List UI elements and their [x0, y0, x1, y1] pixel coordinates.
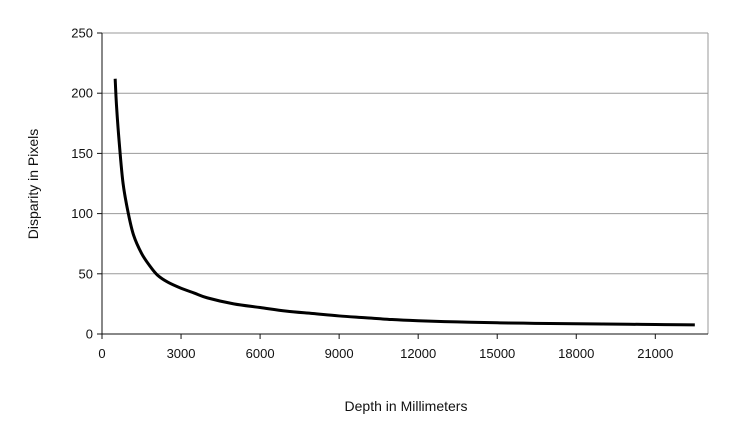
x-tick-label: 3000 [167, 346, 196, 361]
x-tick-label: 18000 [558, 346, 594, 361]
y-tick-label: 100 [71, 206, 93, 221]
y-axis-title: Disparity in Pixels [25, 129, 41, 239]
y-tick-label: 150 [71, 146, 93, 161]
y-tick-label: 0 [86, 327, 93, 342]
series-line [113, 78, 695, 327]
x-tick-label: 12000 [400, 346, 436, 361]
x-axis-ticks: 0 3000 6000 9000 12000 15000 18000 21000 [98, 334, 673, 361]
x-tick-label: 6000 [246, 346, 275, 361]
x-tick-label: 0 [98, 346, 105, 361]
x-tick-label: 21000 [637, 346, 673, 361]
x-axis-title: Depth in Millimeters [345, 398, 468, 414]
y-tick-label: 250 [71, 26, 93, 41]
y-tick-label: 200 [71, 86, 93, 101]
x-tick-label: 9000 [325, 346, 354, 361]
series-group [113, 78, 695, 327]
gridlines [102, 32, 709, 335]
x-tick-label: 15000 [479, 346, 515, 361]
y-axis-ticks: 0 50 100 150 200 250 [71, 26, 102, 342]
y-tick-label: 50 [79, 266, 93, 281]
